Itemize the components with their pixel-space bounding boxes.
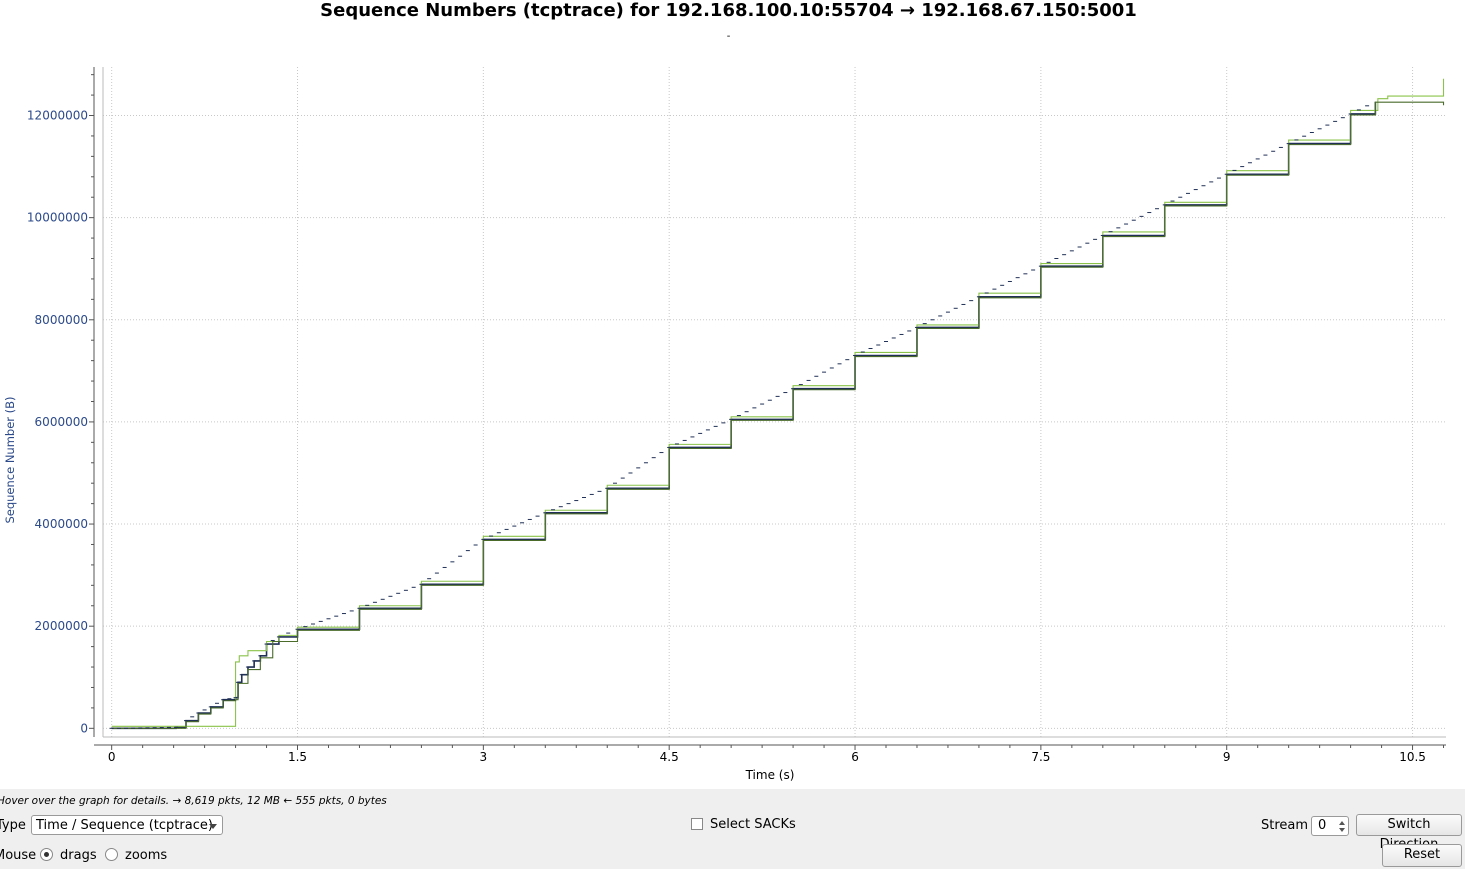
zooms-radio[interactable] [105, 848, 118, 861]
type-dropdown[interactable]: Time / Sequence (tcptrace) [31, 815, 223, 835]
stream-value: 0 [1318, 818, 1327, 833]
tick-labels: 0 1.5 3 4.5 6 7.5 9 10.5 0 2000000 4000000 6000000 8… [27, 109, 1426, 764]
y-tick-label: 0 [80, 721, 88, 735]
x-tick-label: 6 [851, 750, 859, 764]
radio-selected-dot [44, 852, 49, 857]
control-panel: Hover over the graph for details. → 8,61… [0, 789, 1465, 869]
y-tick-label: 6000000 [35, 415, 88, 429]
y-tick-label: 8000000 [35, 313, 88, 327]
series-line-2 [111, 101, 1445, 729]
type-label: Type [0, 818, 26, 833]
series-lines [109, 78, 1445, 730]
x-tick-label: 9 [1223, 750, 1231, 764]
sequence-plot[interactable]: 0 1.5 3 4.5 6 7.5 9 10.5 0 2000000 4000000 6000000 8… [0, 55, 1465, 785]
graph-title: Sequence Numbers (tcptrace) for 192.168.… [320, 0, 1137, 21]
x-tick-label: 4.5 [660, 750, 679, 764]
y-tick-label: 4000000 [35, 517, 88, 531]
drags-radio[interactable] [40, 848, 53, 861]
select-sacks-label: Select SACKs [710, 817, 796, 832]
y-tick-label: 12000000 [27, 109, 88, 123]
select-sacks-checkbox[interactable] [691, 818, 703, 830]
graph-subtitle: - [726, 31, 731, 42]
hover-hint: Hover over the graph for details. → 8,61… [0, 795, 387, 807]
x-tick-label: 3 [480, 750, 488, 764]
type-dropdown-value: Time / Sequence (tcptrace) [36, 818, 213, 833]
drags-label: drags [60, 848, 97, 863]
x-tick-label: 0 [108, 750, 116, 764]
x-tick-label: 7.5 [1031, 750, 1050, 764]
spin-down-icon[interactable] [1339, 828, 1345, 832]
y-tick-label: 2000000 [35, 619, 88, 633]
zooms-label: zooms [125, 848, 168, 863]
y-tick-label: 10000000 [27, 211, 88, 225]
chevron-down-icon [209, 824, 217, 829]
y-axis-label: Sequence Number (B) [3, 396, 17, 523]
x-tick-label: 1.5 [288, 750, 307, 764]
spin-up-icon[interactable] [1339, 821, 1345, 825]
x-axis-label: Time (s) [745, 768, 795, 782]
series-line-0 [111, 101, 1377, 730]
reset-button[interactable]: Reset [1382, 844, 1462, 867]
x-tick-label: 10.5 [1399, 750, 1426, 764]
axes [89, 67, 1446, 750]
stream-label: Stream [1261, 818, 1309, 833]
mouse-label: Mouse [0, 848, 37, 863]
stream-spinbox[interactable]: 0 [1311, 816, 1349, 836]
switch-direction-button[interactable]: Switch Direction [1356, 814, 1462, 852]
grid-lines [103, 67, 1446, 737]
